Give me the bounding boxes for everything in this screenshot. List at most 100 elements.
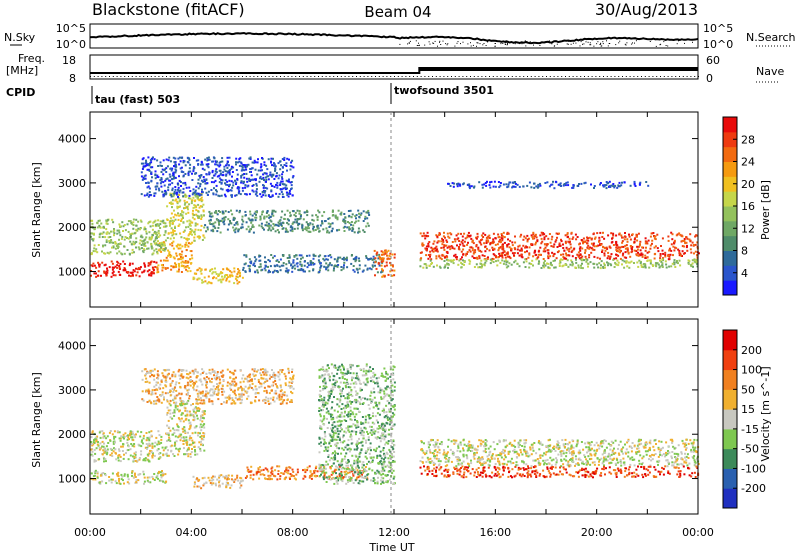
velocity-cell [385, 377, 388, 380]
velocity-cell [194, 431, 197, 434]
power-cell [252, 225, 255, 228]
velocity-cell [113, 437, 116, 440]
velocity-cell [285, 476, 288, 479]
power-cell [132, 224, 135, 226]
power-cell [647, 184, 650, 187]
power-cell [443, 231, 445, 234]
power-cell [137, 227, 140, 230]
power-cell [182, 217, 184, 219]
power-cell [320, 264, 323, 267]
nsearch-dot [506, 44, 508, 46]
power-cell [187, 261, 190, 264]
nsearch-dot [587, 41, 589, 43]
freq-trace [90, 67, 699, 77]
power-cell [215, 211, 218, 214]
power-cell [326, 229, 329, 232]
power-cell [191, 257, 194, 260]
power-cell [466, 243, 469, 246]
power-colorbar-tick-label: 28 [741, 133, 755, 146]
power-cell [146, 270, 149, 273]
power-cell [562, 247, 565, 249]
velocity-cell [347, 425, 350, 428]
power-cell [312, 227, 315, 230]
power-cell [170, 167, 173, 170]
power-cell [150, 245, 153, 248]
velocity-cell [276, 478, 279, 481]
power-cell [446, 241, 449, 243]
power-cell [696, 254, 699, 257]
power-cell [172, 229, 175, 232]
power-cell [288, 219, 290, 222]
nave-label: Nave [756, 65, 784, 78]
power-cell [128, 274, 130, 277]
power-cell [233, 282, 236, 285]
power-cell [343, 258, 346, 261]
power-cell [164, 239, 167, 242]
power-cell [171, 234, 174, 237]
power-cell [188, 242, 190, 245]
power-cell [215, 189, 217, 192]
power-cell [232, 226, 235, 229]
power-cell [435, 234, 438, 237]
power-cell [333, 267, 335, 270]
power-cell [191, 221, 194, 224]
power-cell [614, 184, 617, 187]
velocity-cell [392, 378, 395, 381]
power-cell [174, 199, 177, 202]
power-cell [244, 262, 247, 265]
power-cell [174, 225, 176, 228]
power-cell [336, 218, 339, 221]
power-cell [293, 255, 296, 257]
power-cell [196, 278, 199, 281]
power-cell [527, 256, 530, 259]
power-cell [470, 185, 473, 188]
power-cell [103, 270, 106, 273]
power-cell [283, 156, 286, 159]
power-cell [254, 193, 257, 196]
power-cell [343, 213, 346, 215]
velocity-cell [169, 409, 172, 412]
power-ytick-label: 4000 [58, 133, 86, 146]
power-cell [162, 195, 165, 198]
power-cell [604, 247, 607, 250]
velocity-cell [357, 426, 360, 428]
power-cell [664, 251, 667, 254]
power-cell [236, 178, 239, 180]
velocity-cell [192, 410, 195, 413]
power-cell [385, 251, 388, 254]
nsearch-dot [618, 42, 620, 44]
power-cell [460, 261, 463, 264]
power-cell [255, 182, 258, 185]
nave-dot [139, 76, 141, 77]
power-cell [155, 235, 158, 238]
power-cell [281, 193, 284, 196]
power-cell [259, 177, 261, 180]
power-cell [584, 249, 587, 252]
nsearch-dot [429, 43, 431, 45]
power-cell [497, 236, 500, 239]
power-cell [478, 181, 481, 184]
nave-dot [257, 76, 259, 77]
nave-dot [204, 76, 205, 77]
power-cell [172, 266, 175, 269]
power-cell [675, 261, 678, 264]
power-cell [180, 236, 183, 239]
velocity-cell [121, 450, 124, 452]
power-cell [281, 227, 284, 230]
velocity-cell [337, 415, 340, 418]
power-cell [223, 165, 226, 168]
power-cell [430, 246, 433, 249]
power-cell [164, 168, 166, 171]
power-cell [530, 243, 533, 246]
velocity-cell [324, 446, 327, 449]
power-cell [269, 171, 272, 174]
power-cell [221, 179, 224, 182]
velocity-cell [322, 470, 325, 473]
velocity-cell [296, 468, 299, 471]
power-cell [336, 216, 339, 219]
nsearch-dot [585, 41, 587, 43]
nsearch-dot [539, 45, 541, 46]
power-cell [194, 233, 196, 236]
velocity-cell [367, 436, 370, 439]
power-cell [248, 157, 251, 160]
